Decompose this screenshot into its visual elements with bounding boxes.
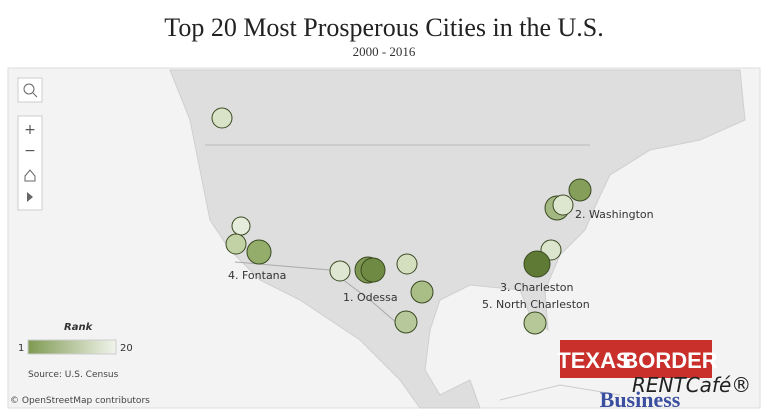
legend-max: 20 [120, 343, 133, 354]
toolbar: + − [17, 77, 43, 211]
logo-text: BORDER [622, 348, 717, 373]
caribbean [499, 384, 621, 401]
city-label: 5. North Charleston [482, 298, 590, 311]
land [169, 69, 746, 409]
city-marker[interactable] [552, 194, 574, 216]
city-marker[interactable] [410, 280, 434, 304]
rentcafe-logo: RENTCafé® [632, 373, 751, 397]
zoom-controls[interactable] [17, 115, 43, 211]
city-label: 4. Fontana [228, 269, 286, 282]
legend-min: 1 [18, 343, 24, 354]
source: Source: U.S. Census [28, 370, 119, 380]
city-marker[interactable] [396, 253, 418, 275]
logo-text: TEXAS [557, 348, 630, 373]
attribution: © OpenStreetMap contributors [10, 396, 150, 406]
subtitle: 2000 - 2016 [353, 44, 416, 59]
border-line [234, 261, 406, 331]
search-button[interactable] [17, 77, 43, 103]
city-marker[interactable] [394, 310, 418, 334]
legend: Rank 1 20 [18, 322, 133, 355]
legend-gradient [27, 339, 117, 355]
city-label: 3. Charleston [500, 281, 574, 294]
city-marker[interactable] [211, 107, 233, 129]
svg-text:−: − [24, 143, 36, 159]
city-marker[interactable] [231, 216, 251, 236]
city-marker[interactable] [360, 257, 386, 283]
logo-text: Business [600, 387, 681, 412]
city-marker[interactable] [523, 311, 547, 335]
map [7, 67, 761, 409]
city-marker[interactable] [568, 178, 592, 202]
city-marker[interactable] [523, 250, 551, 278]
city-marker[interactable] [246, 239, 272, 265]
title: Top 20 Most Prosperous Cities in the U.S… [164, 13, 603, 42]
city-marker[interactable] [225, 233, 247, 255]
city-label: 1. Odessa [343, 291, 398, 304]
svg-text:+: + [24, 122, 36, 138]
city-markers [211, 107, 592, 335]
city-label: 2. Washington [575, 208, 654, 221]
legend-title: Rank [64, 322, 94, 333]
texas-border-logo: TEXAS BORDER Business [557, 340, 718, 412]
city-marker[interactable] [329, 260, 351, 282]
